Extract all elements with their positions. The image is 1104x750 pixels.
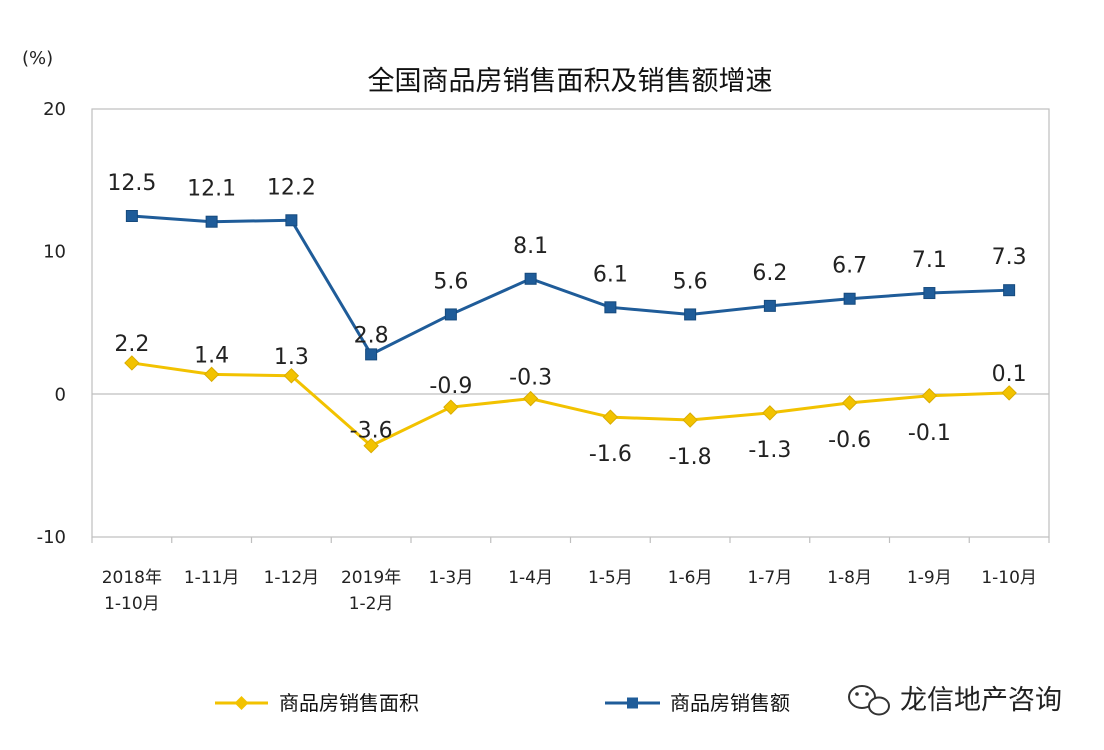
data-point xyxy=(205,215,218,228)
legend-marker xyxy=(234,696,249,710)
x-category-ticks xyxy=(91,537,1050,543)
data-point xyxy=(443,399,459,415)
data-label: -3.6 xyxy=(350,419,393,444)
y-tick-labels: 20 10 0 -10 xyxy=(37,99,66,548)
data-point xyxy=(843,292,856,305)
data-label: 12.2 xyxy=(267,175,316,200)
x-category-labels: 2018年 1-10月 1-11月 1-12月 2019年 1-2月 1-3月 1-4月 1-5… xyxy=(102,568,1037,614)
plot-area-border xyxy=(91,108,1050,538)
x-category-label: 1-2月 xyxy=(349,594,394,614)
x-category-label: 1-11月 xyxy=(184,568,240,588)
data-point xyxy=(604,301,617,314)
data-label: -0.1 xyxy=(908,421,951,446)
x-category-label: 1-4月 xyxy=(508,568,553,588)
data-point xyxy=(1001,385,1017,401)
y-tick-label: 0 xyxy=(55,384,66,405)
data-label: 8.1 xyxy=(513,234,548,259)
x-category-label: 2018年 xyxy=(102,568,162,588)
data-label: 2.2 xyxy=(114,332,149,357)
data-point xyxy=(921,388,938,404)
x-category-label: 1-12月 xyxy=(264,568,320,588)
x-category-label: 2019年 xyxy=(341,568,401,588)
data-label: -0.6 xyxy=(828,428,871,453)
data-label: 2.8 xyxy=(354,323,389,348)
x-category-label: 1-3月 xyxy=(428,568,473,588)
y-tick-label: 10 xyxy=(43,242,66,263)
x-category-label: 1-7月 xyxy=(747,568,792,588)
data-point xyxy=(124,355,140,371)
data-point xyxy=(444,308,457,321)
series-layer: 2.2 1.4 1.3 -3.6 -0.9 -0.3 -1.6 -1.8 -1.3 -0.6 -0.… xyxy=(107,171,1026,470)
y-tick-label: 20 xyxy=(43,99,66,120)
data-label: -1.3 xyxy=(748,438,791,463)
watermark: 龙信地产咨询 xyxy=(848,685,1062,716)
series-sales-amount: 12.5 12.1 12.2 2.8 5.6 8.1 6.1 5.6 6.2 6.7 7.1 7.3 xyxy=(107,171,1027,361)
data-label: 0.1 xyxy=(992,362,1027,387)
x-category-label: 1-6月 xyxy=(668,568,713,588)
data-point xyxy=(1003,284,1016,297)
series-line xyxy=(131,214,1010,357)
x-category-label: 1-9月 xyxy=(907,568,952,588)
data-point xyxy=(841,395,858,411)
data-label: -1.8 xyxy=(669,445,712,470)
y-tick-label: -10 xyxy=(37,527,66,548)
chart-title: 全国商品房销售面积及销售额增速 xyxy=(368,66,773,97)
series-line xyxy=(131,361,1010,448)
data-label: 6.2 xyxy=(752,261,787,286)
data-point xyxy=(125,210,138,222)
data-label: 7.1 xyxy=(912,248,947,273)
data-point xyxy=(363,437,379,454)
x-category-label: 1-10月 xyxy=(104,594,160,614)
data-point xyxy=(285,214,298,227)
data-label: 6.1 xyxy=(593,262,628,287)
watermark-text: 龙信地产咨询 xyxy=(900,685,1062,716)
data-label: 1.4 xyxy=(194,343,229,368)
legend-label: 商品房销售额 xyxy=(670,691,790,715)
data-label: 5.6 xyxy=(433,269,468,294)
legend-marker xyxy=(627,697,638,709)
series-sales-area: 2.2 1.4 1.3 -3.6 -0.9 -0.3 -1.6 -1.8 -1.3 -0.6 -0.… xyxy=(114,332,1026,470)
legend-item: 商品房销售额 xyxy=(605,691,790,715)
x-category-label: 1-8月 xyxy=(827,568,872,588)
data-label: 12.1 xyxy=(187,177,236,202)
x-category-label: 1-5月 xyxy=(588,568,633,588)
data-label: -1.6 xyxy=(589,442,632,467)
data-point xyxy=(602,409,619,425)
y-axis-unit: (%) xyxy=(22,48,53,69)
data-point xyxy=(522,390,539,407)
data-label: 6.7 xyxy=(832,254,867,279)
data-label: -0.9 xyxy=(429,374,472,399)
data-point xyxy=(203,366,220,383)
data-label: 1.3 xyxy=(274,345,309,370)
data-label: 12.5 xyxy=(107,171,156,196)
legend-item: 商品房销售面积 xyxy=(215,691,419,715)
data-point xyxy=(524,272,537,285)
data-point xyxy=(923,287,936,300)
wechat-icon xyxy=(848,685,890,716)
legend-label: 商品房销售面积 xyxy=(279,691,419,715)
data-point xyxy=(682,412,698,428)
x-category-label: 1-10月 xyxy=(981,568,1037,588)
legend: 商品房销售面积 商品房销售额 xyxy=(215,691,790,715)
data-point xyxy=(762,405,778,421)
data-point xyxy=(365,348,378,361)
data-label: 5.6 xyxy=(673,269,708,294)
data-label: 7.3 xyxy=(992,245,1027,270)
data-point xyxy=(283,368,300,384)
data-point xyxy=(684,308,697,321)
data-point xyxy=(763,299,776,312)
data-label: -0.3 xyxy=(509,366,552,391)
